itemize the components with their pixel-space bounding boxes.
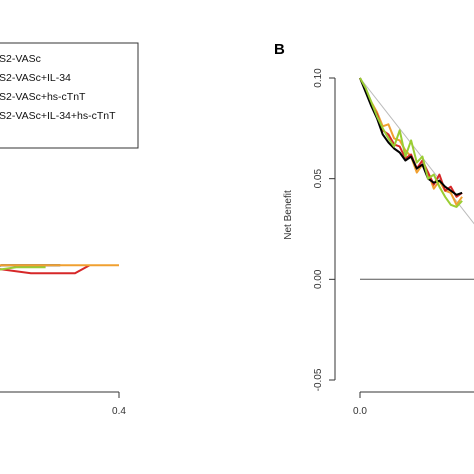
series-line [0, 264, 91, 275]
legend-label: S2-VASc+IL-34 [0, 72, 71, 84]
y-tick-label: 0.00 [313, 269, 324, 289]
panel-b: B Net Benefit -0.05 0.00 0.05 0.10 0.0 [274, 41, 474, 417]
legend: S2-VASc S2-VASc+IL-34 S2-VASc+hs-cTnT S2… [0, 42, 139, 149]
legend-label: S2-VASc+IL-34+hs-cTnT [0, 110, 116, 122]
x-tick-label: 0.4 [112, 406, 126, 417]
series-line [0, 266, 46, 271]
y-tick-label: -0.05 [313, 368, 324, 391]
y-axis-label: Net Benefit [283, 190, 294, 240]
series-line [359, 77, 463, 198]
y-tick-label: 0.10 [313, 68, 324, 88]
y-tick-label: 0.05 [313, 169, 324, 189]
series-line [359, 77, 463, 208]
panel-a: .30.4 S2-VASc S2-VASc+IL-34 S2-VASc+hs-c… [0, 42, 139, 417]
legend-label: S2-VASc [0, 53, 41, 65]
x-tick-label: 0.0 [353, 406, 367, 417]
legend-label: S2-VASc+hs-cTnT [0, 91, 86, 103]
legend-box [0, 42, 139, 149]
panel-label: B [274, 41, 285, 58]
series-line [359, 77, 463, 196]
